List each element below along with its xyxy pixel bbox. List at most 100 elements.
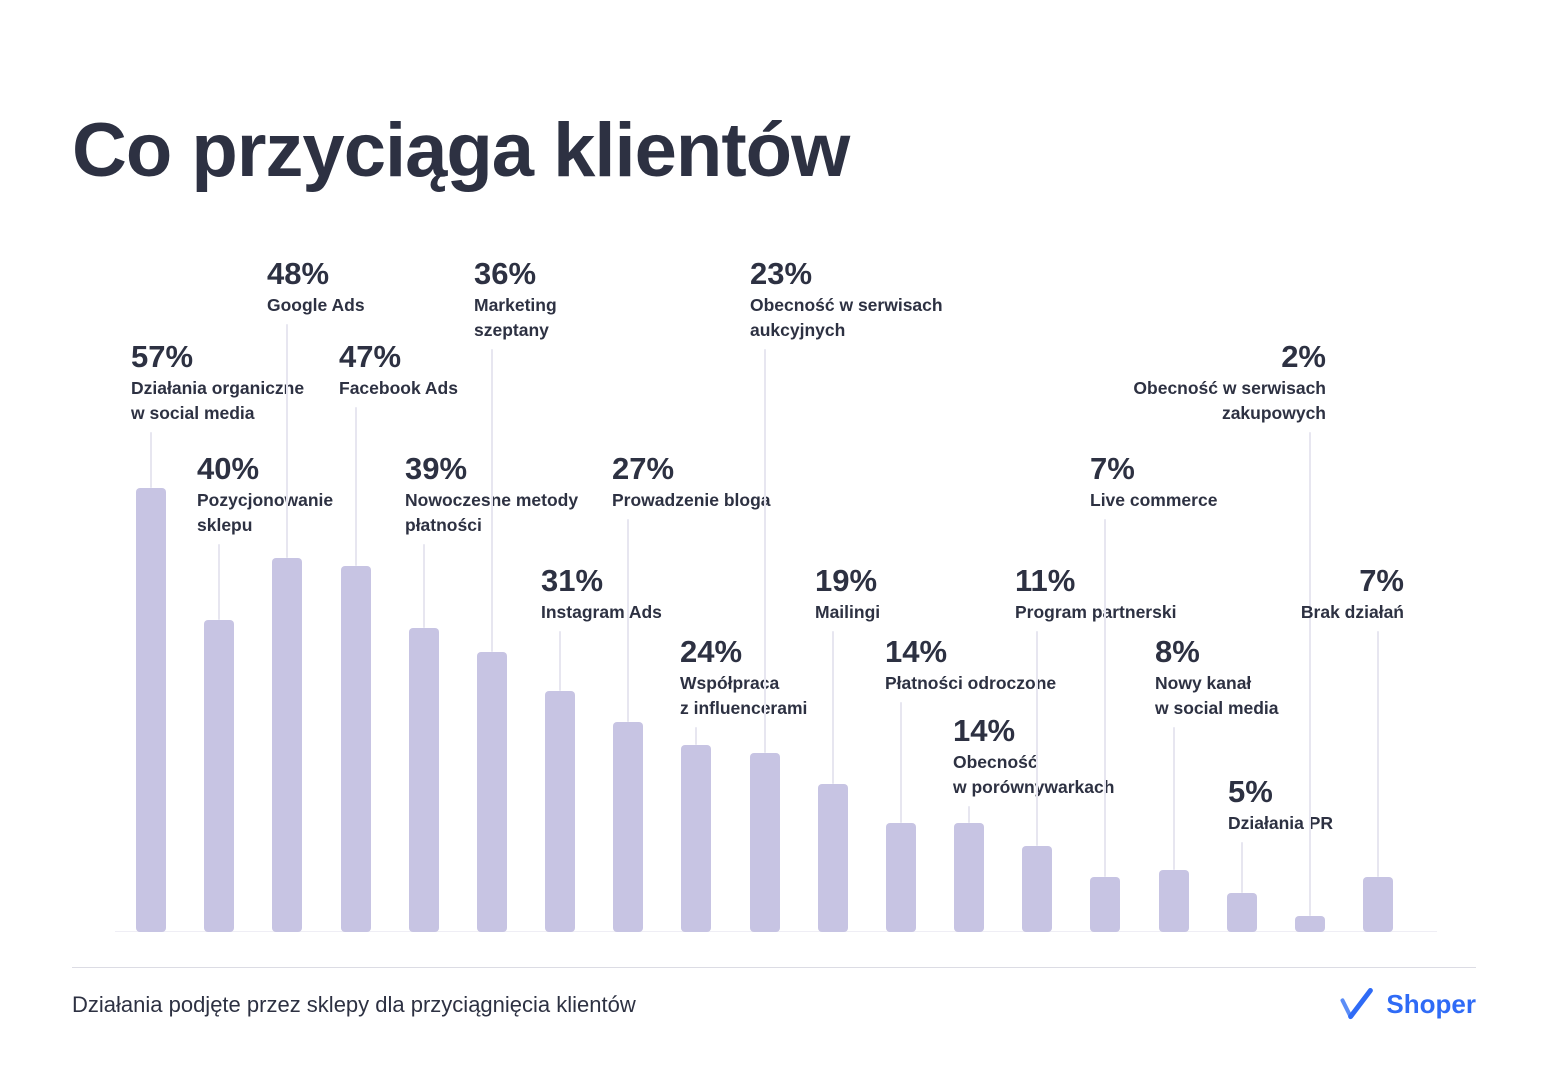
- bar-value: 57%: [131, 339, 194, 374]
- bar: [340, 565, 371, 932]
- footer-divider: [72, 967, 1476, 968]
- bar-value: 31%: [541, 563, 604, 598]
- leader-line: [831, 631, 834, 784]
- bar-label: 7% Live commerce: [1090, 450, 1217, 513]
- bar: [1226, 893, 1257, 932]
- bar: [954, 822, 985, 932]
- bar: [1022, 846, 1053, 932]
- bar-value: 19%: [815, 563, 878, 598]
- bar: [1158, 869, 1189, 932]
- leader-line: [286, 324, 289, 559]
- bar-category: w porównywarkach: [953, 777, 1115, 797]
- leader-line: [695, 727, 698, 746]
- bar: [1090, 877, 1121, 932]
- leader-line: [150, 432, 152, 488]
- bar-category: sklepu: [197, 515, 253, 535]
- bar-label: 40% Pozycjonowanie sklepu: [197, 450, 333, 538]
- bar: [681, 745, 712, 932]
- bar-category: Prowadzenie bloga: [612, 490, 771, 510]
- bar-category: Współpraca: [680, 673, 780, 693]
- leader-line: [1377, 631, 1380, 878]
- bar-category: Płatności odroczone: [885, 673, 1057, 693]
- bar-category: Działania organiczne: [131, 378, 305, 398]
- bar-value: 27%: [612, 451, 675, 486]
- bar-value: 7%: [1359, 563, 1404, 598]
- bar: [613, 721, 644, 932]
- bar-label: 14% Płatności odroczone: [885, 633, 1056, 696]
- bar-category: szeptany: [474, 320, 549, 340]
- leader-line: [354, 407, 357, 566]
- bar: [1294, 916, 1325, 932]
- bar-category: aukcyjnych: [750, 320, 846, 340]
- bar-value: 14%: [953, 713, 1016, 748]
- bar-label: 14% Obecność w porównywarkach: [953, 712, 1114, 800]
- bar-value: 36%: [474, 256, 537, 291]
- bar-category: zakupowych: [1221, 403, 1326, 423]
- leader-line: [1172, 727, 1175, 870]
- bar-category: Mailingi: [815, 602, 881, 622]
- chart-caption: Działania podjęte przez sklepy dla przyc…: [72, 992, 636, 1017]
- bar: [749, 752, 780, 932]
- brand-name: Shoper: [1386, 988, 1476, 1019]
- bar: [136, 487, 166, 932]
- bar-category: w social media: [131, 403, 255, 423]
- bar-value: 7%: [1090, 451, 1135, 486]
- bar-category: Obecność w serwisach: [1133, 378, 1326, 398]
- bar: [885, 822, 916, 932]
- bar-category: Nowy kanał: [1155, 673, 1252, 693]
- bar-category: Działania PR: [1228, 813, 1334, 833]
- bar-label: 5% Działania PR: [1228, 773, 1333, 836]
- bar-category: Marketing: [474, 295, 557, 315]
- bar-category: Brak działań: [1300, 602, 1404, 622]
- leader-line: [422, 544, 425, 629]
- bar-category: Google Ads: [267, 295, 365, 315]
- bar: [476, 651, 507, 932]
- bar-label: 24% Współpraca z influencerami: [680, 633, 807, 721]
- bar-value: 11%: [1015, 563, 1076, 598]
- bar-label: 57% Działania organiczne w social media: [131, 338, 304, 426]
- bar-category: Program partnerski: [1015, 602, 1177, 622]
- bar: [408, 628, 439, 932]
- bar-label: 8% Nowy kanał w social media: [1155, 633, 1279, 721]
- bar: [1363, 877, 1394, 932]
- bar: [272, 558, 303, 932]
- bar-label: 27% Prowadzenie bloga: [612, 450, 771, 513]
- bar-category: z influencerami: [680, 698, 808, 718]
- leader-line: [899, 702, 902, 823]
- bar-category: w social media: [1155, 698, 1279, 718]
- bar: [545, 690, 576, 932]
- bar-label: 2% Obecność w serwisach zakupowych: [1133, 338, 1326, 426]
- leader-line: [763, 349, 766, 753]
- bar: [817, 783, 848, 932]
- leader-line: [1308, 432, 1311, 917]
- bar-category: płatności: [405, 515, 482, 535]
- bar-label: 47% Facebook Ads: [339, 338, 458, 401]
- bar-value: 24%: [680, 634, 743, 669]
- leader-line: [559, 631, 562, 691]
- bar-value: 8%: [1155, 634, 1200, 669]
- leader-line: [490, 349, 493, 652]
- bar-label: 23% Obecność w serwisach aukcyjnych: [750, 255, 943, 343]
- bar-category: Obecność w serwisach: [750, 295, 943, 315]
- leader-line: [1104, 519, 1107, 878]
- bar-label: 36% Marketing szeptany: [474, 255, 557, 343]
- bar-value: 14%: [885, 634, 948, 669]
- bar-value: 39%: [405, 451, 468, 486]
- bar-category: Facebook Ads: [339, 378, 458, 398]
- leader-line: [968, 806, 971, 823]
- bar-label: 31% Instagram Ads: [541, 562, 662, 625]
- bar-value: 48%: [267, 256, 330, 291]
- bar-value: 47%: [339, 339, 402, 374]
- leader-line: [1240, 842, 1243, 894]
- bar-value: 23%: [750, 256, 813, 291]
- bar-category: Obecność: [953, 752, 1038, 772]
- bar-value: 2%: [1281, 339, 1326, 374]
- bar-value: 40%: [197, 451, 260, 486]
- leader-line: [627, 519, 630, 722]
- shoper-logo-icon: [1336, 986, 1376, 1022]
- bar: [204, 620, 235, 932]
- leader-line: [1036, 631, 1039, 847]
- bar-category: Pozycjonowanie: [197, 490, 334, 510]
- bar-label: 19% Mailingi: [815, 562, 880, 625]
